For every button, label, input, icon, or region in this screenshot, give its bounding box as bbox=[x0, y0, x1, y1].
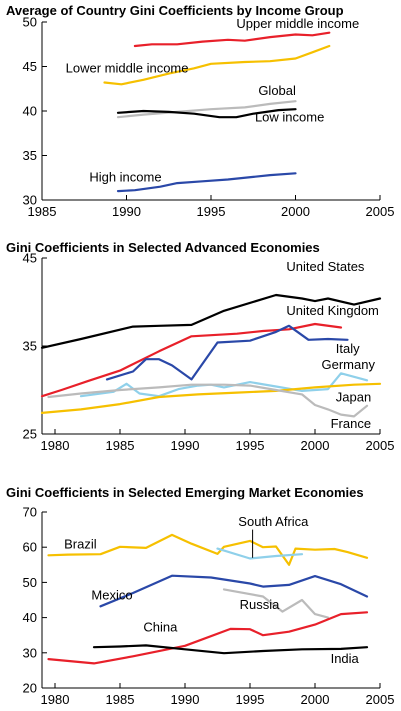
series-label: China bbox=[143, 620, 178, 635]
x-tick-label: 2005 bbox=[366, 692, 395, 707]
series-label: Japan bbox=[336, 389, 371, 404]
y-tick-label: 45 bbox=[23, 59, 37, 74]
y-tick-label: 45 bbox=[23, 251, 37, 266]
series-line-united-kingdom bbox=[40, 322, 343, 398]
series-line-italy bbox=[105, 324, 349, 381]
series-line-mexico bbox=[99, 574, 369, 608]
series-line-south-africa bbox=[216, 547, 304, 560]
x-tick-label: 1995 bbox=[236, 692, 265, 707]
y-tick-label: 25 bbox=[23, 427, 37, 442]
y-tick-label: 30 bbox=[23, 645, 37, 660]
series-label: Low income bbox=[255, 110, 324, 125]
y-tick-label: 20 bbox=[23, 681, 37, 696]
series-line-lower-middle-income bbox=[103, 44, 331, 86]
series-label: United States bbox=[286, 259, 365, 274]
y-tick-label: 40 bbox=[23, 104, 37, 119]
series-label: India bbox=[331, 651, 360, 666]
income-group-chart: Average of Country Gini Coefficients by … bbox=[0, 0, 401, 232]
x-tick-label: 2000 bbox=[301, 438, 330, 453]
series-line-global bbox=[116, 100, 297, 119]
x-tick-label: 1990 bbox=[112, 204, 141, 219]
series-label: Brazil bbox=[64, 537, 97, 552]
series-line-low-income bbox=[116, 108, 297, 119]
chart-plot: 30 35 40 45 50 1985 1990 1995 2000 2005 Upper midd… bbox=[23, 15, 395, 220]
y-tick-label: 35 bbox=[23, 339, 37, 354]
series-line-upper-middle-income bbox=[133, 31, 331, 48]
x-tick-label: 2000 bbox=[301, 692, 330, 707]
x-tick-label: 2005 bbox=[366, 438, 395, 453]
series-label: Global bbox=[258, 83, 296, 98]
y-tick-label: 30 bbox=[23, 193, 37, 208]
y-tick-label: 50 bbox=[23, 15, 37, 30]
x-tick-label: 1995 bbox=[197, 204, 226, 219]
series-line-brazil bbox=[47, 533, 369, 566]
y-tick-label: 40 bbox=[23, 610, 37, 625]
chart-title: Gini Coefficients in Selected Advanced E… bbox=[6, 240, 320, 255]
series-line-russia bbox=[222, 588, 330, 619]
series-label: Italy bbox=[336, 341, 360, 356]
chart-plot: 25 35 45 1980 1985 1990 1995 2000 2005 United Sta… bbox=[23, 251, 395, 454]
series-line-india bbox=[92, 644, 369, 655]
series-line-china bbox=[47, 611, 369, 665]
emerging-economies-chart: Gini Coefficients in Selected Emerging M… bbox=[0, 474, 401, 711]
series-label: France bbox=[331, 416, 371, 431]
series-line-japan bbox=[40, 382, 382, 414]
x-tick-label: 1990 bbox=[171, 438, 200, 453]
chart-plot: 20 30 40 50 60 70 1980 1985 1990 1995 2000 2005 Braz… bbox=[23, 505, 395, 708]
x-tick-label: 1985 bbox=[106, 438, 135, 453]
x-tick-label: 1995 bbox=[236, 438, 265, 453]
chart-title: Gini Coefficients in Selected Emerging M… bbox=[6, 485, 364, 500]
advanced-economies-chart: Gini Coefficients in Selected Advanced E… bbox=[0, 232, 401, 474]
x-tick-label: 2000 bbox=[281, 204, 310, 219]
y-tick-label: 60 bbox=[23, 540, 37, 555]
series-label: Germany bbox=[322, 357, 376, 372]
series-label: Mexico bbox=[91, 588, 132, 603]
series-label: High income bbox=[89, 169, 161, 184]
series-label: Lower middle income bbox=[66, 61, 189, 76]
y-tick-label: 50 bbox=[23, 575, 37, 590]
series-label: United Kingdom bbox=[286, 303, 379, 318]
series-line-france bbox=[47, 383, 369, 418]
series-line-united-states bbox=[40, 293, 382, 349]
x-tick-label: 1985 bbox=[28, 204, 57, 219]
x-tick-label: 1985 bbox=[106, 692, 135, 707]
y-tick-label: 70 bbox=[23, 505, 37, 520]
chart-title: Average of Country Gini Coefficients by … bbox=[6, 3, 344, 18]
x-tick-label: 1980 bbox=[41, 692, 70, 707]
series-label: Upper middle income bbox=[236, 16, 359, 31]
series-line-high-income bbox=[116, 172, 297, 193]
x-tick-label: 1990 bbox=[171, 692, 200, 707]
y-tick-label: 35 bbox=[23, 148, 37, 163]
x-tick-label: 2005 bbox=[366, 204, 395, 219]
series-label: South Africa bbox=[238, 514, 309, 529]
x-tick-label: 1980 bbox=[41, 438, 70, 453]
series-label: Russia bbox=[240, 597, 281, 612]
